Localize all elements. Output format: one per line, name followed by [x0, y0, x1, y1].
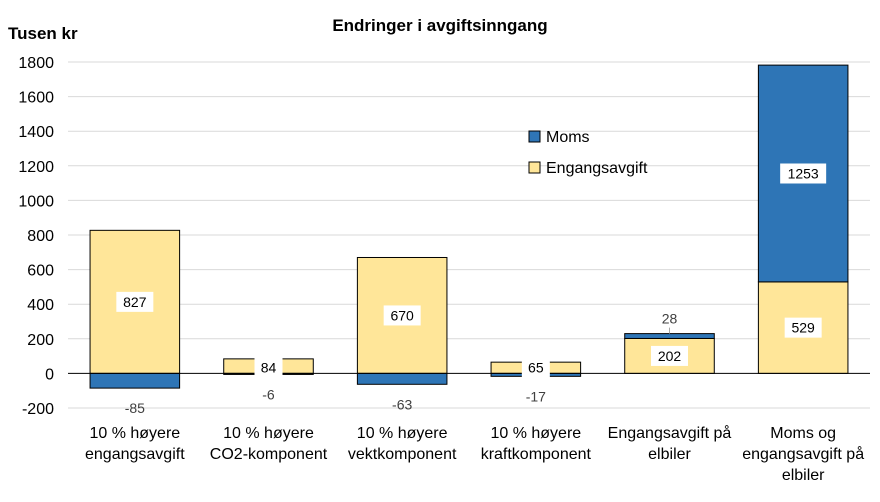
x-tick-label: engangsavgift på	[742, 445, 864, 463]
y-tick-label: 1200	[18, 159, 54, 176]
x-tick-label: kraftkomponent	[481, 446, 592, 463]
bar-moms	[624, 333, 715, 339]
data-label: -63	[392, 396, 412, 412]
data-label: 202	[658, 348, 682, 364]
data-label: -17	[526, 388, 546, 404]
y-tick-label: -200	[22, 401, 54, 418]
data-label: 529	[791, 320, 815, 336]
data-label-box	[651, 345, 688, 366]
x-tick-label: engangsavgift	[85, 446, 185, 463]
y-tick-label: 1600	[18, 90, 54, 107]
x-tick-label: vektkomponent	[348, 446, 457, 463]
y-tick-label: 0	[45, 366, 54, 383]
y-axis-ticks: -200 0 200 400 600 800 1000 1200 1400 1600 1800	[18, 55, 54, 418]
y-tick-label: 1400	[18, 124, 54, 141]
y-tick-label: 200	[27, 332, 54, 349]
gridlines	[68, 61, 870, 409]
y-axis-label: Tusen kr	[8, 24, 78, 43]
legend-label: Moms	[546, 129, 590, 146]
legend-swatch	[528, 161, 541, 174]
y-tick-label: 400	[27, 297, 54, 314]
data-label: 28	[662, 311, 678, 327]
x-tick-label: elbiler	[782, 467, 825, 484]
data-label-box	[780, 163, 827, 184]
x-tick-label: 10 % høyere	[89, 425, 180, 442]
data-label: 827	[123, 294, 147, 310]
x-tick-label: Engangsavgift på	[608, 424, 732, 442]
data-label: 65	[528, 359, 544, 375]
y-tick-label: 1800	[18, 55, 54, 72]
y-tick-label: 1000	[18, 193, 54, 210]
bars	[89, 64, 849, 389]
data-label: 1253	[788, 165, 819, 181]
x-tick-label: 10 % høyere	[357, 425, 448, 442]
x-tick-label: 10 % høyere	[490, 425, 581, 442]
data-labels: 827 -85 84 -6 670 -63 65 -17 202 28 529 1253	[116, 163, 827, 416]
data-label: -85	[125, 400, 145, 416]
x-tick-label: 10 % høyere	[223, 425, 314, 442]
data-label-box	[116, 291, 154, 312]
y-tick-label: 800	[27, 228, 54, 245]
data-label-box	[254, 357, 283, 378]
legend: Moms Engangsavgift	[528, 129, 648, 177]
data-label-box	[383, 305, 421, 326]
chart-title: Endringer i avgiftsinngang	[332, 16, 547, 35]
x-tick-label: Moms og	[770, 425, 836, 442]
bar-moms	[89, 372, 181, 389]
data-label: 84	[261, 359, 277, 375]
x-axis-labels: 10 % høyere engangsavgift 10 % høyere CO2-k…	[85, 424, 864, 484]
data-label-box	[521, 357, 550, 378]
data-label: 670	[390, 307, 414, 323]
x-tick-label: CO2-komponent	[210, 446, 328, 463]
bar-moms	[356, 372, 448, 385]
x-tick-label: elbiler	[648, 446, 691, 463]
y-tick-label: 600	[27, 263, 54, 280]
legend-label: Engangsavgift	[546, 160, 648, 177]
data-label: -6	[262, 386, 275, 402]
legend-swatch	[528, 130, 541, 143]
data-label-box	[784, 317, 822, 338]
